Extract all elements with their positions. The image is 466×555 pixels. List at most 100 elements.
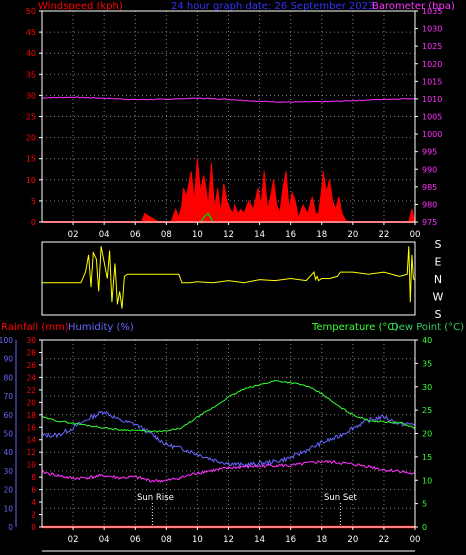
temp-time-tick-label: 12 xyxy=(223,535,234,545)
rainfall-tick-label: 30 xyxy=(26,336,36,345)
direction-line xyxy=(42,246,416,309)
rainfall-tick-label: 8 xyxy=(31,473,36,482)
rainfall-label: Rainfall (mm) xyxy=(1,322,69,333)
temp-time-tick-label: 00 xyxy=(410,535,421,545)
temperature-tick-label: 0 xyxy=(422,523,427,532)
humidity-tick-label: 100 xyxy=(0,336,13,345)
barometer-tick-label: 1030 xyxy=(422,25,442,34)
rainfall-tick-label: 26 xyxy=(26,361,36,370)
dewpoint-label: Dew Point (°C) xyxy=(391,322,464,333)
windspeed-tick-label: 10 xyxy=(26,176,36,185)
chart-title: 24 hour graph date: 26 September 2023 xyxy=(171,1,374,12)
temp-time-tick-label: 14 xyxy=(254,535,265,545)
temperature-tick-label: 35 xyxy=(422,359,432,368)
wind-time-tick-label: 12 xyxy=(223,230,234,240)
direction-label: W xyxy=(433,291,444,304)
windspeed-tick-label: 50 xyxy=(26,7,36,16)
direction-plot-frame xyxy=(41,241,416,316)
windspeed-tick-label: 0 xyxy=(31,218,36,227)
windspeed-tick-label: 45 xyxy=(26,28,36,37)
temperature-tick-label: 40 xyxy=(422,336,432,345)
rainfall-tick-label: 16 xyxy=(26,423,36,432)
sun-rise-label: Sun Rise xyxy=(137,493,174,503)
temp-time-tick-label: 10 xyxy=(192,535,203,545)
temp-time-tick-label: 22 xyxy=(379,535,390,545)
humidity-tick-label: 80 xyxy=(3,373,13,382)
wind-time-tick-label: 04 xyxy=(99,230,110,240)
rainfall-tick-label: 24 xyxy=(26,373,36,382)
windspeed-tick-label: 40 xyxy=(26,49,36,58)
windspeed-tick-label: 20 xyxy=(26,134,36,143)
sun-set-label: Sun Set xyxy=(324,493,357,503)
barometer-tick-label: 990 xyxy=(422,165,437,174)
barometer-tick-label: 1015 xyxy=(422,77,442,86)
rainfall-tick-label: 18 xyxy=(26,411,36,420)
temp-time-tick-label: 06 xyxy=(130,535,141,545)
windspeed-area xyxy=(42,158,416,223)
temperature-tick-label: 15 xyxy=(422,453,432,462)
temp-time-tick-label: 08 xyxy=(161,535,172,545)
rainfall-tick-label: 28 xyxy=(26,348,36,357)
humidity-label: Humidity (%) xyxy=(68,322,134,333)
direction-label: S xyxy=(435,308,442,321)
wind-time-tick-label: 22 xyxy=(379,230,390,240)
humidity-tick-label: 40 xyxy=(3,448,13,457)
rainfall-tick-label: 10 xyxy=(26,461,36,470)
humidity-tick-label: 50 xyxy=(3,430,13,439)
wind-plot-frame xyxy=(41,10,416,223)
rainfall-tick-label: 22 xyxy=(26,386,36,395)
windspeed-tick-label: 30 xyxy=(26,91,36,100)
wind-time-tick-label: 14 xyxy=(254,230,265,240)
humidity-tick-label: 90 xyxy=(3,355,13,364)
temp-time-tick-label: 20 xyxy=(347,535,358,545)
windspeed-tick-label: 35 xyxy=(26,70,36,79)
barometer-tick-label: 1005 xyxy=(422,113,442,122)
humidity-tick-label: 70 xyxy=(3,392,13,401)
temperature-line xyxy=(41,379,416,433)
rainfall-tick-label: 20 xyxy=(26,398,36,407)
barometer-tick-label: 1010 xyxy=(422,95,442,104)
barometer-tick-label: 985 xyxy=(422,183,437,192)
temperature-tick-label: 10 xyxy=(422,476,432,485)
temp-time-tick-label: 02 xyxy=(68,535,79,545)
rainfall-tick-label: 4 xyxy=(31,498,36,507)
direction-label: S xyxy=(435,238,442,251)
wind-time-tick-label: 18 xyxy=(316,230,327,240)
rainfall-tick-label: 6 xyxy=(31,486,36,495)
humidity-tick-label: 10 xyxy=(3,504,13,513)
wind-time-tick-label: 02 xyxy=(68,230,79,240)
wind-time-tick-label: 20 xyxy=(347,230,358,240)
windspeed-label: Windspeed (kph) xyxy=(38,1,123,12)
wind-time-tick-label: 06 xyxy=(130,230,141,240)
barometer-tick-label: 980 xyxy=(422,200,437,209)
humidity-line xyxy=(41,410,416,469)
humidity-tick-label: 30 xyxy=(3,467,13,476)
wind-time-tick-label: 08 xyxy=(161,230,172,240)
wind-time-tick-label: 16 xyxy=(285,230,296,240)
temp-time-tick-label: 16 xyxy=(285,535,296,545)
humidity-tick-label: 0 xyxy=(8,523,13,532)
temp-time-tick-label: 18 xyxy=(316,535,327,545)
windspeed-tick-label: 15 xyxy=(26,155,36,164)
humidity-tick-label: 60 xyxy=(3,411,13,420)
temperature-tick-label: 25 xyxy=(422,406,432,415)
barometer-tick-label: 1000 xyxy=(422,130,442,139)
temperature-tick-label: 20 xyxy=(422,430,432,439)
wind-time-tick-label: 10 xyxy=(192,230,203,240)
barometer-label: Barometer (hpa) xyxy=(372,1,455,12)
rainfall-tick-label: 14 xyxy=(26,436,36,445)
dewpoint-line xyxy=(41,459,416,483)
temperature-label: Temperature (°C) xyxy=(311,322,398,333)
rainfall-tick-label: 12 xyxy=(26,448,36,457)
wind-time-tick-label: 00 xyxy=(410,230,421,240)
barometer-tick-label: 1020 xyxy=(422,60,442,69)
direction-label: N xyxy=(434,273,442,286)
direction-label: E xyxy=(435,256,442,269)
barometer-tick-label: 1035 xyxy=(422,7,442,16)
temp-time-tick-label: 04 xyxy=(99,535,110,545)
rainfall-tick-label: 0 xyxy=(31,523,36,532)
barometer-line xyxy=(41,96,416,103)
windspeed-tick-label: 5 xyxy=(31,197,36,206)
humidity-tick-label: 20 xyxy=(3,486,13,495)
